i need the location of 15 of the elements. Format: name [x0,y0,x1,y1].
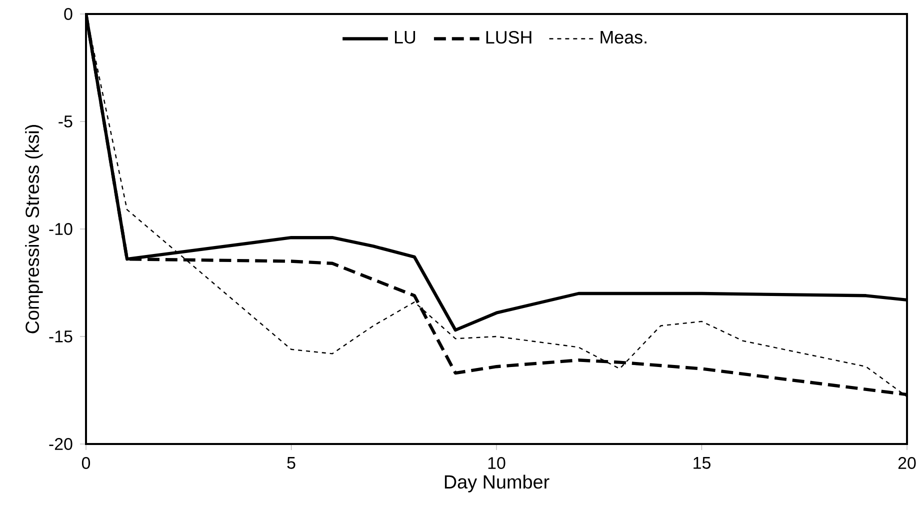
y-tick-label: -5 [58,116,72,128]
x-tick-label: 20 [898,457,916,470]
x-tick-label: 10 [488,457,506,470]
legend-label: Meas. [600,31,646,44]
y-tick-label: -20 [49,438,72,450]
x-axis-title: Day Number [444,474,550,492]
x-tick-label: 5 [287,457,296,469]
y-tick-label: -15 [49,330,72,342]
y-tick-label: 0 [64,8,72,20]
x-tick-label: 0 [82,457,90,470]
y-tick-label: -10 [49,223,72,235]
legend-label: LUSH [486,30,532,44]
y-axis-title: Compressive Stress (ksi) [25,125,43,334]
legend-label: LU [394,31,416,44]
x-tick-label: 15 [694,457,710,469]
